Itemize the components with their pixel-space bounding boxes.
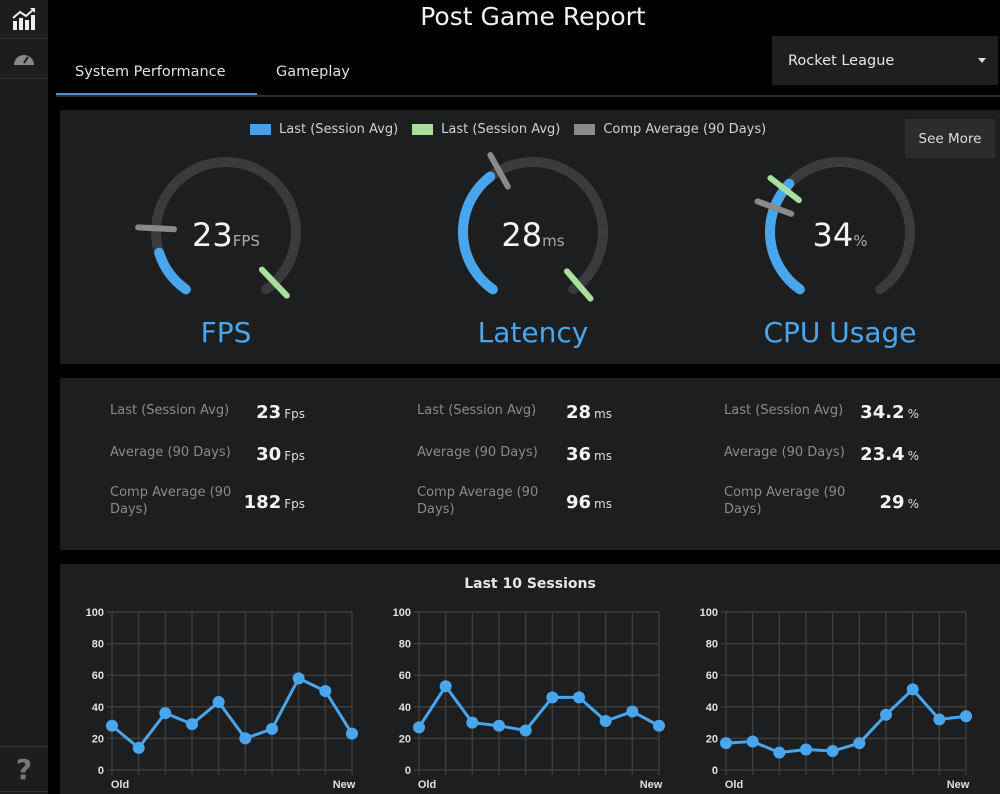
svg-text:40: 40	[399, 702, 411, 714]
page-title: Post Game Report	[420, 2, 646, 31]
game-select[interactable]: Rocket League	[772, 36, 998, 85]
sidebar-item-performance[interactable]	[0, 40, 48, 79]
svg-text:New: New	[947, 779, 970, 791]
cpu-stats: Last (Session Avg) 34.2% Average (90 Days…	[724, 402, 919, 517]
svg-text:20: 20	[399, 733, 411, 745]
svg-text:0: 0	[405, 765, 411, 777]
svg-text:80: 80	[706, 639, 718, 651]
see-more-button[interactable]: See More	[905, 119, 995, 158]
gauge-value: 28ms	[501, 216, 565, 254]
gauge-label: FPS	[200, 316, 252, 349]
chart-icon	[12, 8, 35, 30]
sessions-panel: Last 10 Sessions 0 20 40 60 80 100 Old New 0 20 4…	[60, 564, 1000, 794]
game-select-value: Rocket League	[788, 52, 895, 69]
legend-label: Last (Session Avg)	[441, 122, 561, 137]
svg-text:100: 100	[86, 607, 104, 619]
legend-swatch-green	[412, 124, 434, 135]
tab-bar: System Performance Gameplay	[56, 55, 1000, 97]
gauge-fps: 23FPS FPS	[126, 150, 326, 350]
active-tab-indicator	[56, 93, 257, 95]
gauges-panel: Last (Session Avg) Last (Session Avg) Co…	[60, 110, 1000, 364]
legend-label: Comp Average (90 Days)	[603, 122, 767, 137]
svg-text:80: 80	[399, 639, 411, 651]
gauge-value: 34%	[812, 216, 868, 254]
sessions-title: Last 10 Sessions	[464, 576, 596, 592]
gauge-arc	[458, 152, 608, 302]
legend-item[interactable]: Last (Session Avg)	[250, 122, 398, 137]
svg-text:Old: Old	[418, 779, 436, 791]
svg-text:Old: Old	[111, 779, 129, 791]
svg-text:60: 60	[399, 670, 411, 682]
gauge-label: CPU Usage	[763, 316, 917, 349]
svg-text:Old: Old	[725, 779, 743, 791]
svg-text:40: 40	[92, 702, 104, 714]
chevron-down-icon	[978, 58, 986, 63]
svg-text:New: New	[333, 779, 356, 791]
latency-line-chart: 0 20 40 60 80 100 Old New	[393, 607, 665, 791]
svg-text:0: 0	[98, 765, 104, 777]
legend-item[interactable]: Last (Session Avg)	[412, 122, 560, 137]
svg-text:80: 80	[92, 639, 104, 651]
svg-text:100: 100	[700, 607, 718, 619]
svg-text:0: 0	[712, 765, 718, 777]
gauge-latency: 28ms Latency	[433, 150, 633, 350]
help-button[interactable]: ?	[0, 746, 48, 792]
fps-line-chart: 0 20 40 60 80 100 Old New	[86, 607, 358, 791]
tab-system-performance[interactable]: System Performance	[75, 64, 226, 80]
svg-text:60: 60	[706, 670, 718, 682]
legend-item[interactable]: Comp Average (90 Days)	[574, 122, 766, 137]
legend-swatch-blue	[250, 124, 271, 135]
cpu-line-chart: 0 20 40 60 80 100 Old New	[700, 607, 972, 791]
svg-text:40: 40	[706, 702, 718, 714]
legend: Last (Session Avg) Last (Session Avg) Co…	[250, 122, 766, 137]
speedometer-icon	[14, 55, 34, 65]
help-icon: ?	[15, 752, 33, 786]
legend-label: Last (Session Avg)	[279, 122, 399, 137]
svg-text:60: 60	[92, 670, 104, 682]
gauge-cpu: 34% CPU Usage	[740, 150, 940, 350]
gauge-arc	[754, 157, 915, 295]
sidebar: ?	[0, 0, 48, 794]
latency-stats: Last (Session Avg) 28 ms Average (90 Days)…	[417, 402, 612, 517]
stats-panel: Last (Session Avg) 23 Fps Average (90 Days…	[60, 378, 1000, 550]
gauge-label: Latency	[477, 316, 589, 349]
tab-gameplay[interactable]: Gameplay	[276, 64, 350, 80]
fps-stats: Last (Session Avg) 23 Fps Average (90 Days…	[110, 402, 305, 517]
sidebar-item-reports[interactable]	[0, 0, 48, 39]
svg-text:20: 20	[706, 733, 718, 745]
gauge-arc	[135, 157, 301, 299]
svg-text:100: 100	[393, 607, 411, 619]
svg-text:New: New	[640, 779, 663, 791]
svg-text:20: 20	[92, 733, 104, 745]
gauge-value: 23FPS	[192, 216, 260, 254]
legend-swatch-gray	[574, 124, 596, 135]
